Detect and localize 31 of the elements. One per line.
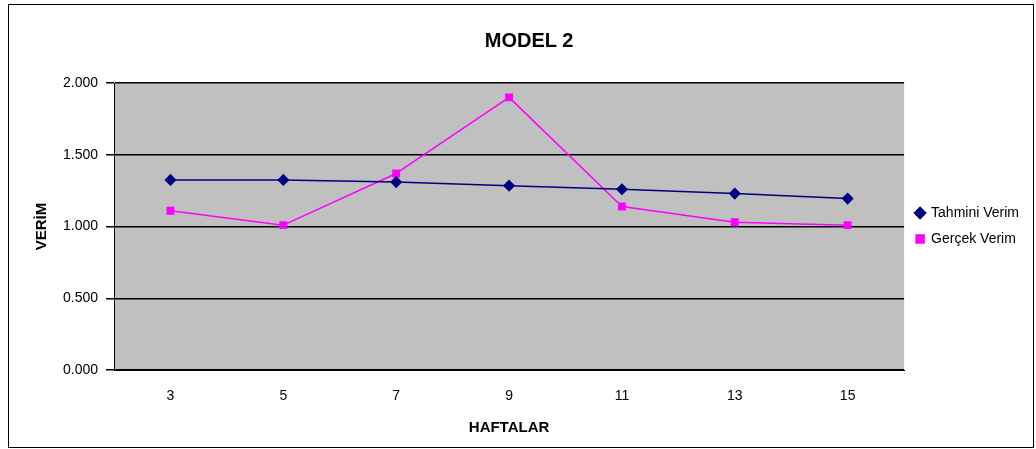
- point: [617, 202, 626, 211]
- point: [164, 174, 177, 186]
- legend-label: Tahmini Verim: [931, 203, 1019, 220]
- point: [729, 187, 741, 200]
- y-tick-label: 0.500: [62, 289, 99, 306]
- point: [279, 221, 288, 230]
- y-tick-label: 1.500: [62, 145, 99, 162]
- point: [505, 93, 513, 102]
- x-tick-label: 5: [279, 387, 288, 404]
- point: [841, 192, 854, 205]
- point: [616, 183, 628, 196]
- x-tick-label: 9: [505, 387, 514, 404]
- x-axis-title: HAFTALAR: [468, 418, 550, 436]
- x-tick-label: 15: [839, 387, 856, 404]
- x-tick-label: 11: [614, 387, 630, 404]
- y-axis-title: VERİM: [32, 202, 50, 251]
- y-tick-label: 1.000: [62, 217, 99, 234]
- point: [503, 179, 515, 192]
- x-tick-label: 3: [166, 387, 175, 404]
- point: [166, 206, 175, 215]
- point: [277, 174, 290, 186]
- x-tick-label: 7: [392, 387, 401, 404]
- point: [730, 218, 739, 227]
- legend-label: Gerçek Verim: [931, 229, 1016, 246]
- point: [390, 176, 402, 188]
- x-tick-label: 13: [727, 387, 743, 404]
- point: [843, 221, 852, 230]
- y-tick-label: 0.000: [62, 361, 99, 378]
- chart-title: MODEL 2: [484, 28, 574, 51]
- y-tick-label: 2.000: [62, 73, 99, 90]
- point: [392, 169, 401, 178]
